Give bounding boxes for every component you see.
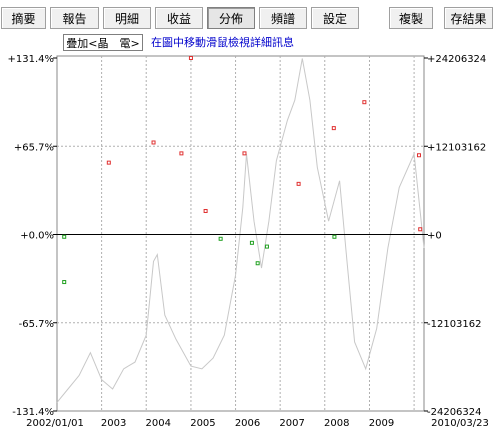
gain-marker[interactable] bbox=[331, 126, 336, 131]
gain-marker[interactable] bbox=[362, 100, 367, 105]
left-tick-label: -65.7% bbox=[19, 319, 54, 330]
left-tick-label: +0.0% bbox=[20, 231, 54, 242]
tab-distribution[interactable]: 分佈 bbox=[207, 7, 255, 29]
x-tick-label: 2002/01/01 bbox=[26, 418, 84, 429]
trade-markers bbox=[62, 56, 423, 285]
tab-returns[interactable]: 收益 bbox=[155, 7, 203, 29]
x-tick-label: 2008 bbox=[324, 418, 349, 429]
x-tick-label: 2007 bbox=[279, 418, 304, 429]
left-tick-label: +131.4% bbox=[7, 54, 54, 65]
gain-marker[interactable] bbox=[296, 181, 301, 186]
x-tick-label: 2004 bbox=[145, 418, 170, 429]
loss-marker[interactable] bbox=[332, 234, 337, 239]
right-axis: +24206324 +12103162 +0 -12103162 -24206324 bbox=[424, 54, 486, 418]
right-tick-label: -24206324 bbox=[427, 407, 482, 418]
tab-settings[interactable]: 設定 bbox=[311, 7, 359, 29]
right-tick-label: +0 bbox=[427, 231, 442, 242]
x-axis: 2002/01/01 2003 2004 2005 2006 2007 2008 2009 20… bbox=[26, 418, 489, 429]
gain-marker[interactable] bbox=[188, 56, 193, 60]
gain-marker[interactable] bbox=[418, 227, 423, 232]
right-tick-label: +12103162 bbox=[427, 142, 486, 153]
loss-marker[interactable] bbox=[255, 261, 260, 266]
left-tick-label: -131.4% bbox=[12, 407, 54, 418]
tab-details[interactable]: 明細 bbox=[103, 7, 151, 29]
tab-bar: 摘要 報告 明細 收益 分佈 頻譜 設定 複製 存結果 bbox=[0, 0, 494, 34]
x-tick-label: 2009 bbox=[369, 418, 394, 429]
x-tick-label: 2010/03/23 bbox=[431, 418, 489, 429]
left-tick-label: +65.7% bbox=[14, 142, 54, 153]
x-tick-label: 2003 bbox=[101, 418, 126, 429]
right-tick-label: -12103162 bbox=[427, 319, 482, 330]
loss-marker[interactable] bbox=[264, 244, 269, 249]
tab-summary[interactable]: 摘要 bbox=[1, 7, 46, 29]
gain-marker[interactable] bbox=[416, 153, 421, 158]
chart-hint-text: 在圖中移動滑鼠檢視詳細訊息 bbox=[151, 36, 294, 49]
copy-button[interactable]: 複製 bbox=[389, 7, 433, 29]
save-results-button[interactable]: 存結果 bbox=[444, 7, 493, 29]
gain-marker[interactable] bbox=[203, 208, 208, 213]
tab-spectrum[interactable]: 頻譜 bbox=[259, 7, 307, 29]
tab-report[interactable]: 報告 bbox=[50, 7, 99, 29]
gain-marker[interactable] bbox=[179, 151, 184, 156]
gain-marker[interactable] bbox=[151, 140, 156, 145]
left-axis: +131.4% +65.7% +0.0% -65.7% -131.4% bbox=[7, 54, 57, 418]
x-tick-label: 2005 bbox=[190, 418, 215, 429]
gain-marker[interactable] bbox=[242, 151, 247, 156]
right-tick-label: +24206324 bbox=[427, 54, 486, 65]
plot-area bbox=[56, 55, 425, 412]
loss-marker[interactable] bbox=[218, 236, 223, 241]
loss-marker[interactable] bbox=[249, 240, 254, 245]
gain-marker[interactable] bbox=[106, 160, 111, 165]
x-tick-label: 2006 bbox=[235, 418, 260, 429]
price-series-line bbox=[56, 58, 425, 403]
loss-marker[interactable] bbox=[62, 280, 67, 285]
overlay-stock-button[interactable]: 疊加<晶 電> bbox=[63, 34, 143, 51]
loss-marker[interactable] bbox=[62, 234, 67, 239]
gridlines bbox=[57, 56, 424, 411]
